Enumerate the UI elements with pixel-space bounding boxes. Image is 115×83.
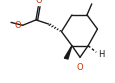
Polygon shape [64, 46, 71, 59]
Text: O: O [35, 0, 42, 5]
Text: O: O [76, 63, 83, 72]
Text: O: O [14, 21, 20, 30]
Text: H: H [97, 50, 104, 59]
Text: OH: OH [91, 0, 104, 2]
